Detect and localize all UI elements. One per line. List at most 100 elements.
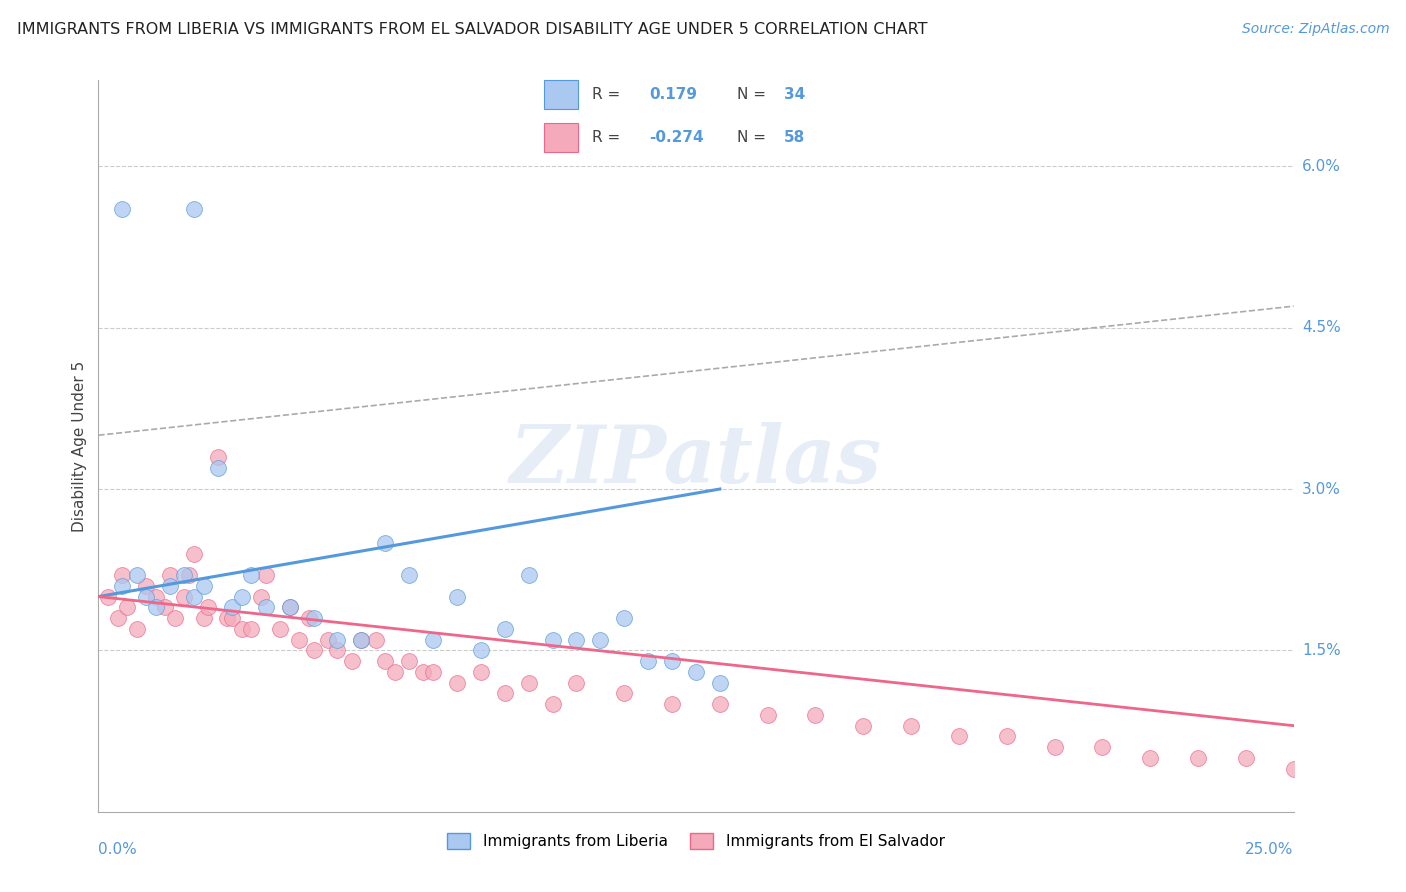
Text: 4.5%: 4.5% [1302, 320, 1340, 335]
Point [173, 590, 195, 604]
Point [948, 730, 970, 744]
Text: 58: 58 [785, 130, 806, 145]
Point [240, 622, 263, 636]
Point [288, 632, 311, 647]
Point [197, 600, 219, 615]
Text: 3.0%: 3.0% [1302, 482, 1341, 497]
Point [298, 611, 321, 625]
Point [350, 632, 373, 647]
Point [316, 632, 339, 647]
Bar [544, 80, 578, 109]
Point [412, 665, 434, 679]
Point [145, 600, 167, 615]
Point [221, 611, 243, 625]
Point [254, 568, 277, 582]
Point [231, 590, 253, 604]
Point [302, 643, 325, 657]
Point [541, 697, 564, 711]
Text: 6.0%: 6.0% [1302, 159, 1341, 174]
Point [217, 611, 239, 625]
Text: N =: N = [737, 87, 766, 102]
Point [240, 568, 263, 582]
Point [250, 590, 273, 604]
Point [470, 665, 492, 679]
Point [183, 202, 205, 217]
Point [384, 665, 406, 679]
Point [145, 590, 167, 604]
Point [446, 590, 468, 604]
Point [302, 611, 325, 625]
Point [804, 707, 827, 722]
Text: R =: R = [592, 87, 620, 102]
Point [326, 632, 349, 647]
Point [326, 643, 349, 657]
Point [159, 568, 181, 582]
Point [207, 450, 229, 464]
Point [221, 600, 243, 615]
Point [159, 579, 181, 593]
Point [494, 686, 516, 700]
Point [709, 675, 731, 690]
Point [756, 707, 779, 722]
Point [685, 665, 707, 679]
Point [661, 654, 683, 668]
Point [125, 622, 148, 636]
Point [350, 632, 373, 647]
Point [111, 568, 134, 582]
Point [470, 643, 492, 657]
Point [254, 600, 277, 615]
Legend: Immigrants from Liberia, Immigrants from El Salvador: Immigrants from Liberia, Immigrants from… [441, 827, 950, 855]
Point [135, 590, 157, 604]
Text: N =: N = [737, 130, 766, 145]
Point [1282, 762, 1305, 776]
Point [494, 622, 516, 636]
Point [422, 632, 444, 647]
Point [183, 590, 205, 604]
Point [207, 460, 229, 475]
Point [637, 654, 659, 668]
Point [613, 611, 636, 625]
Text: IMMIGRANTS FROM LIBERIA VS IMMIGRANTS FROM EL SALVADOR DISABILITY AGE UNDER 5 CO: IMMIGRANTS FROM LIBERIA VS IMMIGRANTS FR… [17, 22, 928, 37]
Point [517, 675, 540, 690]
Point [97, 590, 120, 604]
Point [565, 675, 588, 690]
Point [115, 600, 138, 615]
Point [1139, 751, 1161, 765]
Point [107, 611, 129, 625]
Point [278, 600, 301, 615]
Point [179, 568, 201, 582]
Point [163, 611, 186, 625]
Point [364, 632, 387, 647]
Point [183, 547, 205, 561]
Point [1043, 740, 1066, 755]
Point [589, 632, 612, 647]
Text: 0.179: 0.179 [650, 87, 697, 102]
Point [1187, 751, 1209, 765]
Point [1091, 740, 1114, 755]
Point [193, 579, 215, 593]
Point [995, 730, 1018, 744]
Point [231, 622, 253, 636]
Text: 0.0%: 0.0% [98, 842, 138, 857]
Point [446, 675, 468, 690]
Text: R =: R = [592, 130, 620, 145]
Point [541, 632, 564, 647]
Point [709, 697, 731, 711]
Point [661, 697, 683, 711]
Text: -0.274: -0.274 [650, 130, 703, 145]
Point [613, 686, 636, 700]
Point [111, 579, 134, 593]
Point [398, 654, 420, 668]
Point [1234, 751, 1257, 765]
Point [111, 202, 134, 217]
Y-axis label: Disability Age Under 5: Disability Age Under 5 [72, 360, 87, 532]
Point [422, 665, 444, 679]
Point [852, 719, 875, 733]
Point [173, 568, 195, 582]
Text: Source: ZipAtlas.com: Source: ZipAtlas.com [1241, 22, 1389, 37]
Point [340, 654, 363, 668]
Point [193, 611, 215, 625]
Point [398, 568, 420, 582]
Point [374, 536, 396, 550]
Text: ZIPatlas: ZIPatlas [510, 422, 882, 500]
